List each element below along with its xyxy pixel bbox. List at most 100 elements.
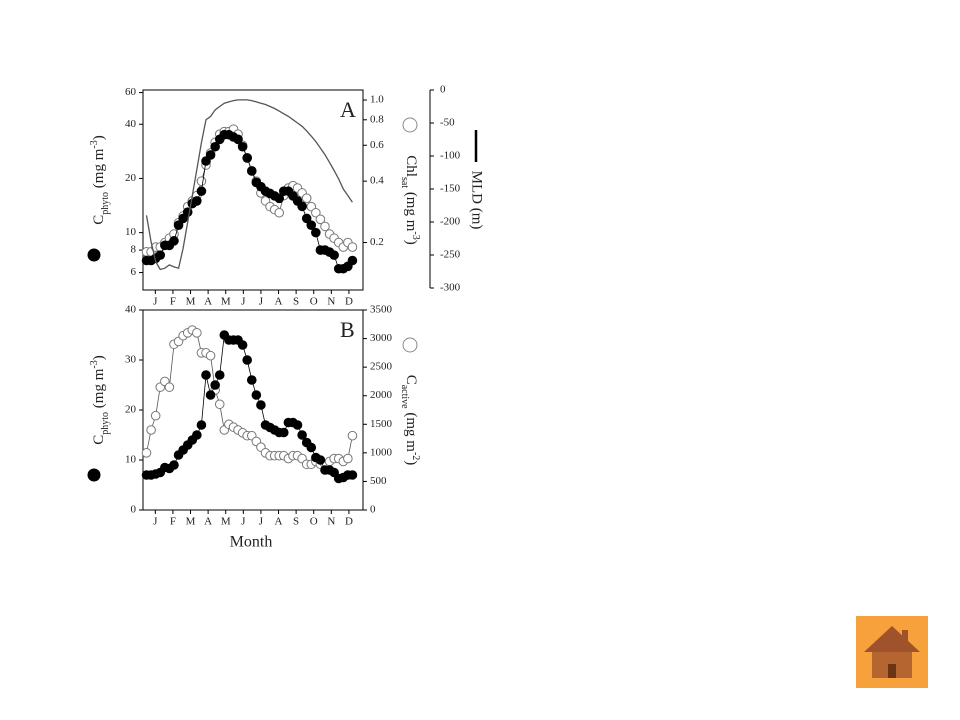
label-part: ) — [403, 460, 419, 465]
y-tick-label: 20 — [125, 404, 137, 416]
label-part: (mg m — [91, 148, 107, 192]
chimney — [902, 630, 908, 642]
label-part: phyto — [100, 412, 111, 435]
filled-point — [246, 166, 257, 176]
filled-point — [251, 390, 262, 400]
x-tick-label: N — [327, 296, 335, 308]
open-point — [192, 328, 202, 338]
filled-point — [306, 220, 317, 230]
filled-point — [347, 470, 358, 480]
filled-point — [210, 380, 220, 390]
open-point — [347, 242, 358, 252]
label-part: ) — [91, 135, 107, 140]
x-tick-label: F — [170, 296, 176, 308]
filled-point — [237, 141, 248, 152]
x-tick-label: F — [170, 516, 176, 528]
filled-point — [246, 375, 257, 385]
y-axis-label: Cphyto (mg m-3) — [89, 355, 111, 444]
y3-tick-label: -50 — [440, 117, 455, 129]
label-part: C — [91, 435, 107, 445]
y-tick-label: 10 — [125, 226, 137, 238]
y2-tick-label: 2500 — [370, 361, 393, 373]
y-tick-label: 40 — [125, 118, 137, 130]
panel-label: A — [340, 97, 356, 122]
x-tick-label: O — [310, 296, 318, 308]
open-point — [347, 430, 358, 441]
label-part: -3 — [89, 140, 100, 148]
y2-tick-label: 1500 — [370, 418, 393, 430]
filled-point — [205, 390, 216, 400]
label-part: -3 — [410, 231, 421, 239]
label-part: -3 — [89, 360, 100, 368]
open-point — [274, 207, 285, 218]
y-tick-label: 40 — [125, 304, 137, 316]
open-point — [146, 425, 156, 435]
filled-point — [192, 430, 202, 440]
open-point — [150, 410, 161, 421]
y2-axis-label: Cactive (mg m-2) — [399, 375, 421, 466]
x-tick-label: J — [241, 516, 246, 528]
filled-point — [292, 420, 303, 430]
y2-tick-label: 0.6 — [370, 139, 384, 151]
open-point — [320, 221, 330, 232]
filled-point — [214, 370, 225, 380]
label-part: (mg m — [403, 188, 419, 232]
y-tick-label: 60 — [125, 86, 137, 98]
label-part: ) — [403, 240, 419, 245]
y2-tick-label: 3000 — [370, 332, 393, 344]
x-tick-label: M — [186, 516, 196, 528]
y2-tick-label: 2000 — [370, 389, 393, 401]
x-tick-label: J — [241, 296, 246, 308]
label-part: phyto — [100, 192, 111, 215]
y2-tick-label: 0.2 — [370, 236, 384, 248]
label-part: (mg m — [403, 409, 419, 453]
filled-point — [306, 442, 317, 453]
y-tick-label: 30 — [125, 354, 137, 366]
filled-point — [155, 250, 166, 260]
y2-tick-label: 1000 — [370, 446, 393, 458]
legend-open-marker — [402, 337, 418, 353]
y3-tick-label: -300 — [440, 282, 461, 294]
x-tick-label: A — [204, 296, 212, 308]
home-button[interactable] — [856, 616, 928, 688]
filled-point — [347, 255, 358, 266]
x-tick-label: J — [153, 516, 158, 528]
label-part: ) — [91, 355, 107, 360]
filled-point — [297, 201, 307, 212]
filled-point — [274, 193, 285, 204]
x-tick-label: M — [221, 516, 231, 528]
x-tick-label: A — [275, 516, 283, 528]
filled-point — [242, 355, 252, 365]
filled-point — [315, 455, 326, 465]
filled-point — [196, 186, 207, 196]
legend-open-marker — [402, 117, 418, 133]
y2-tick-label: 3500 — [370, 304, 393, 316]
door — [888, 664, 896, 678]
filled-point — [297, 430, 307, 440]
y-axis-label: Cphyto (mg m-3) — [89, 135, 111, 224]
x-tick-label: A — [275, 296, 283, 308]
filled-point — [169, 236, 179, 246]
filled-point — [169, 460, 179, 470]
y2-axis-label: Chlsat (mg m-3) — [399, 155, 421, 244]
y2-tick-label: 0.8 — [370, 113, 384, 125]
filled-point — [237, 340, 248, 350]
legend-filled-marker — [87, 468, 101, 482]
label-part: -2 — [410, 452, 421, 460]
x-tick-label: M — [186, 296, 196, 308]
y3-tick-label: -100 — [440, 150, 461, 162]
filled-point — [182, 207, 193, 217]
label-part: C — [403, 375, 419, 385]
label-part: active — [399, 385, 410, 409]
open-point — [141, 448, 152, 458]
filled-point — [279, 427, 289, 438]
x-tick-label: A — [204, 516, 212, 528]
y2-tick-label: 1.0 — [370, 94, 384, 106]
x-tick-label: D — [345, 296, 353, 308]
open-point — [205, 350, 216, 361]
x-tick-label: J — [259, 296, 264, 308]
y2-tick-label: 500 — [370, 475, 387, 487]
label-part: Chl — [403, 155, 419, 177]
x-tick-label: S — [293, 516, 299, 528]
